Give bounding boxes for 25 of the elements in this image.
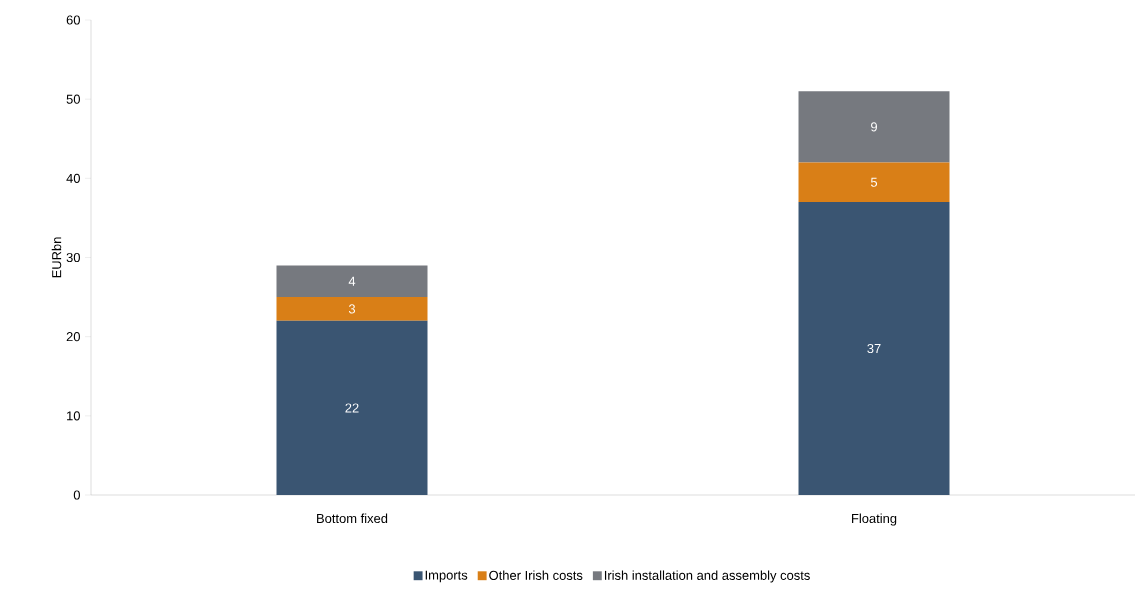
data-label: 5 <box>870 177 878 187</box>
data-label: 37 <box>867 343 881 354</box>
y-tick-label: 10 <box>67 411 80 421</box>
bar <box>276 297 428 321</box>
y-tick-label: 20 <box>66 332 80 342</box>
x-tick-label: Floating <box>852 513 897 526</box>
legend-label: Irish installation and assembly costs <box>604 570 810 583</box>
bar <box>798 91 950 163</box>
y-tick-label: 60 <box>66 15 80 25</box>
y-tick-label: 0 <box>73 490 80 500</box>
data-label: 22 <box>345 403 359 413</box>
x-tick-label: Bottom fixed <box>317 513 388 524</box>
bar <box>798 162 950 203</box>
y-tick-label: 50 <box>66 94 80 104</box>
data-label: 9 <box>871 122 877 132</box>
data-label: 4 <box>348 276 356 286</box>
legend-label: Imports <box>425 570 468 583</box>
bar <box>276 265 428 298</box>
bar <box>276 320 428 495</box>
y-tick-label: 30 <box>66 252 80 263</box>
y-tick-label: 40 <box>66 173 80 183</box>
legend-label: Other Irish costs <box>489 570 583 580</box>
data-label: 3 <box>348 304 356 314</box>
bar <box>798 202 950 495</box>
y-axis-title: EURbn <box>51 237 62 278</box>
